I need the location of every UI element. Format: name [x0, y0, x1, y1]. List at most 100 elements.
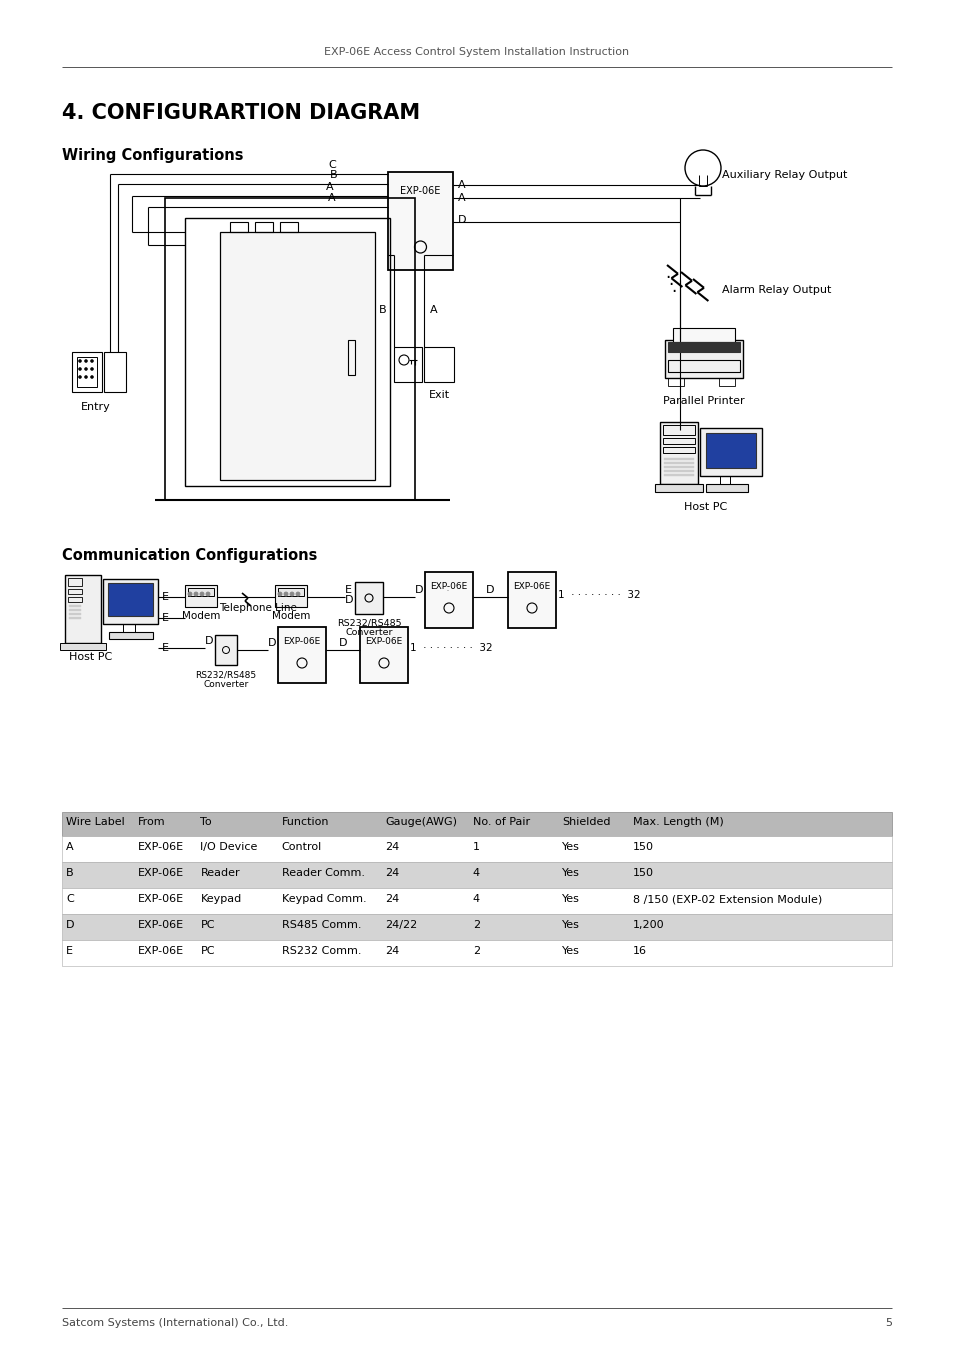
Bar	[254, 222, 273, 232]
Bar	[69, 605, 81, 607]
Circle shape	[91, 376, 93, 378]
Bar	[662, 426, 695, 435]
Text: Yes: Yes	[561, 842, 579, 852]
Bar	[230, 222, 248, 232]
Bar	[355, 582, 382, 613]
Bar	[109, 632, 152, 639]
Text: Yes: Yes	[561, 867, 579, 878]
Circle shape	[79, 376, 81, 378]
Text: RS232/RS485: RS232/RS485	[336, 617, 401, 627]
Bar	[68, 589, 82, 594]
Text: Satcom Systems (International) Co., Ltd.: Satcom Systems (International) Co., Ltd.	[62, 1319, 288, 1328]
Text: 1  · · · · · · · ·  32: 1 · · · · · · · · 32	[410, 643, 492, 653]
Text: E: E	[345, 585, 352, 594]
Text: 150: 150	[632, 867, 653, 878]
Circle shape	[284, 592, 288, 596]
Text: 2: 2	[472, 920, 479, 929]
Text: Yes: Yes	[561, 920, 579, 929]
Bar	[69, 617, 81, 619]
Bar	[348, 340, 355, 376]
Bar	[659, 422, 698, 484]
Text: E: E	[66, 946, 73, 957]
Text: Exit: Exit	[428, 390, 449, 400]
Bar	[69, 613, 81, 615]
Text: 24/22: 24/22	[385, 920, 417, 929]
Circle shape	[85, 359, 87, 362]
Bar	[104, 353, 126, 392]
Circle shape	[290, 592, 294, 596]
Text: 4. CONFIGURARTION DIAGRAM: 4. CONFIGURARTION DIAGRAM	[62, 103, 419, 123]
Text: D: D	[66, 920, 74, 929]
Bar	[663, 470, 693, 471]
Text: Max. Length (M): Max. Length (M)	[632, 817, 723, 827]
Text: From: From	[138, 817, 166, 827]
Bar	[274, 585, 307, 607]
Text: Yes: Yes	[561, 946, 579, 957]
Text: Keypad: Keypad	[200, 894, 241, 904]
Bar	[62, 915, 891, 940]
Text: ·: ·	[670, 282, 676, 301]
Text: D: D	[457, 215, 466, 226]
Text: Host PC: Host PC	[70, 653, 112, 662]
Circle shape	[79, 359, 81, 362]
Bar	[663, 462, 693, 463]
Bar	[68, 578, 82, 586]
Bar	[62, 812, 891, 836]
Text: A: A	[457, 193, 465, 203]
Text: To: To	[200, 817, 212, 827]
Text: 1  · · · · · · · ·  32: 1 · · · · · · · · 32	[558, 590, 640, 600]
Text: 24: 24	[385, 894, 399, 904]
Bar	[667, 378, 683, 386]
Text: C: C	[66, 894, 73, 904]
Bar	[667, 342, 740, 353]
Text: B: B	[330, 170, 337, 180]
Text: EXP-06E: EXP-06E	[400, 186, 440, 196]
Bar	[69, 609, 81, 611]
Text: Wiring Configurations: Wiring Configurations	[62, 149, 243, 163]
Text: B: B	[379, 305, 387, 315]
Bar	[663, 474, 693, 476]
Text: 4: 4	[472, 867, 479, 878]
Circle shape	[85, 376, 87, 378]
Bar	[62, 836, 891, 862]
Text: D: D	[345, 594, 354, 605]
Text: 24: 24	[385, 867, 399, 878]
Bar	[77, 357, 97, 386]
Bar	[667, 359, 740, 372]
Circle shape	[188, 592, 192, 596]
Text: D: D	[205, 636, 213, 646]
Text: EXP-06E: EXP-06E	[138, 920, 184, 929]
Text: Reader: Reader	[200, 867, 240, 878]
Text: 24: 24	[385, 842, 399, 852]
Text: Gauge(AWG): Gauge(AWG)	[385, 817, 457, 827]
Bar	[423, 347, 454, 382]
Text: Reader Comm.: Reader Comm.	[281, 867, 364, 878]
Text: E: E	[162, 643, 169, 653]
Text: 1,200: 1,200	[632, 920, 664, 929]
Text: D: D	[338, 638, 347, 648]
Bar	[705, 484, 747, 492]
Circle shape	[193, 592, 198, 596]
Bar	[277, 588, 304, 596]
Bar	[394, 347, 421, 382]
Text: Parallel Printer: Parallel Printer	[662, 396, 744, 407]
Bar	[214, 635, 236, 665]
Text: EXP-06E Access Control System Installation Instruction: EXP-06E Access Control System Installati…	[324, 47, 629, 57]
Bar	[655, 484, 702, 492]
Text: Communication Configurations: Communication Configurations	[62, 549, 317, 563]
Text: E: E	[162, 613, 169, 623]
Text: A: A	[326, 182, 334, 192]
Text: B: B	[66, 867, 73, 878]
Text: EXP-06E: EXP-06E	[138, 946, 184, 957]
Text: Function: Function	[281, 817, 329, 827]
Text: PC: PC	[200, 946, 214, 957]
Bar	[507, 571, 556, 628]
Bar	[663, 466, 693, 467]
Bar	[103, 580, 158, 624]
Text: Control: Control	[281, 842, 322, 852]
Text: Telephone Line: Telephone Line	[219, 603, 296, 613]
Text: EXP-06E: EXP-06E	[513, 582, 550, 590]
Circle shape	[91, 367, 93, 370]
Text: A: A	[430, 305, 437, 315]
Bar	[188, 588, 213, 596]
